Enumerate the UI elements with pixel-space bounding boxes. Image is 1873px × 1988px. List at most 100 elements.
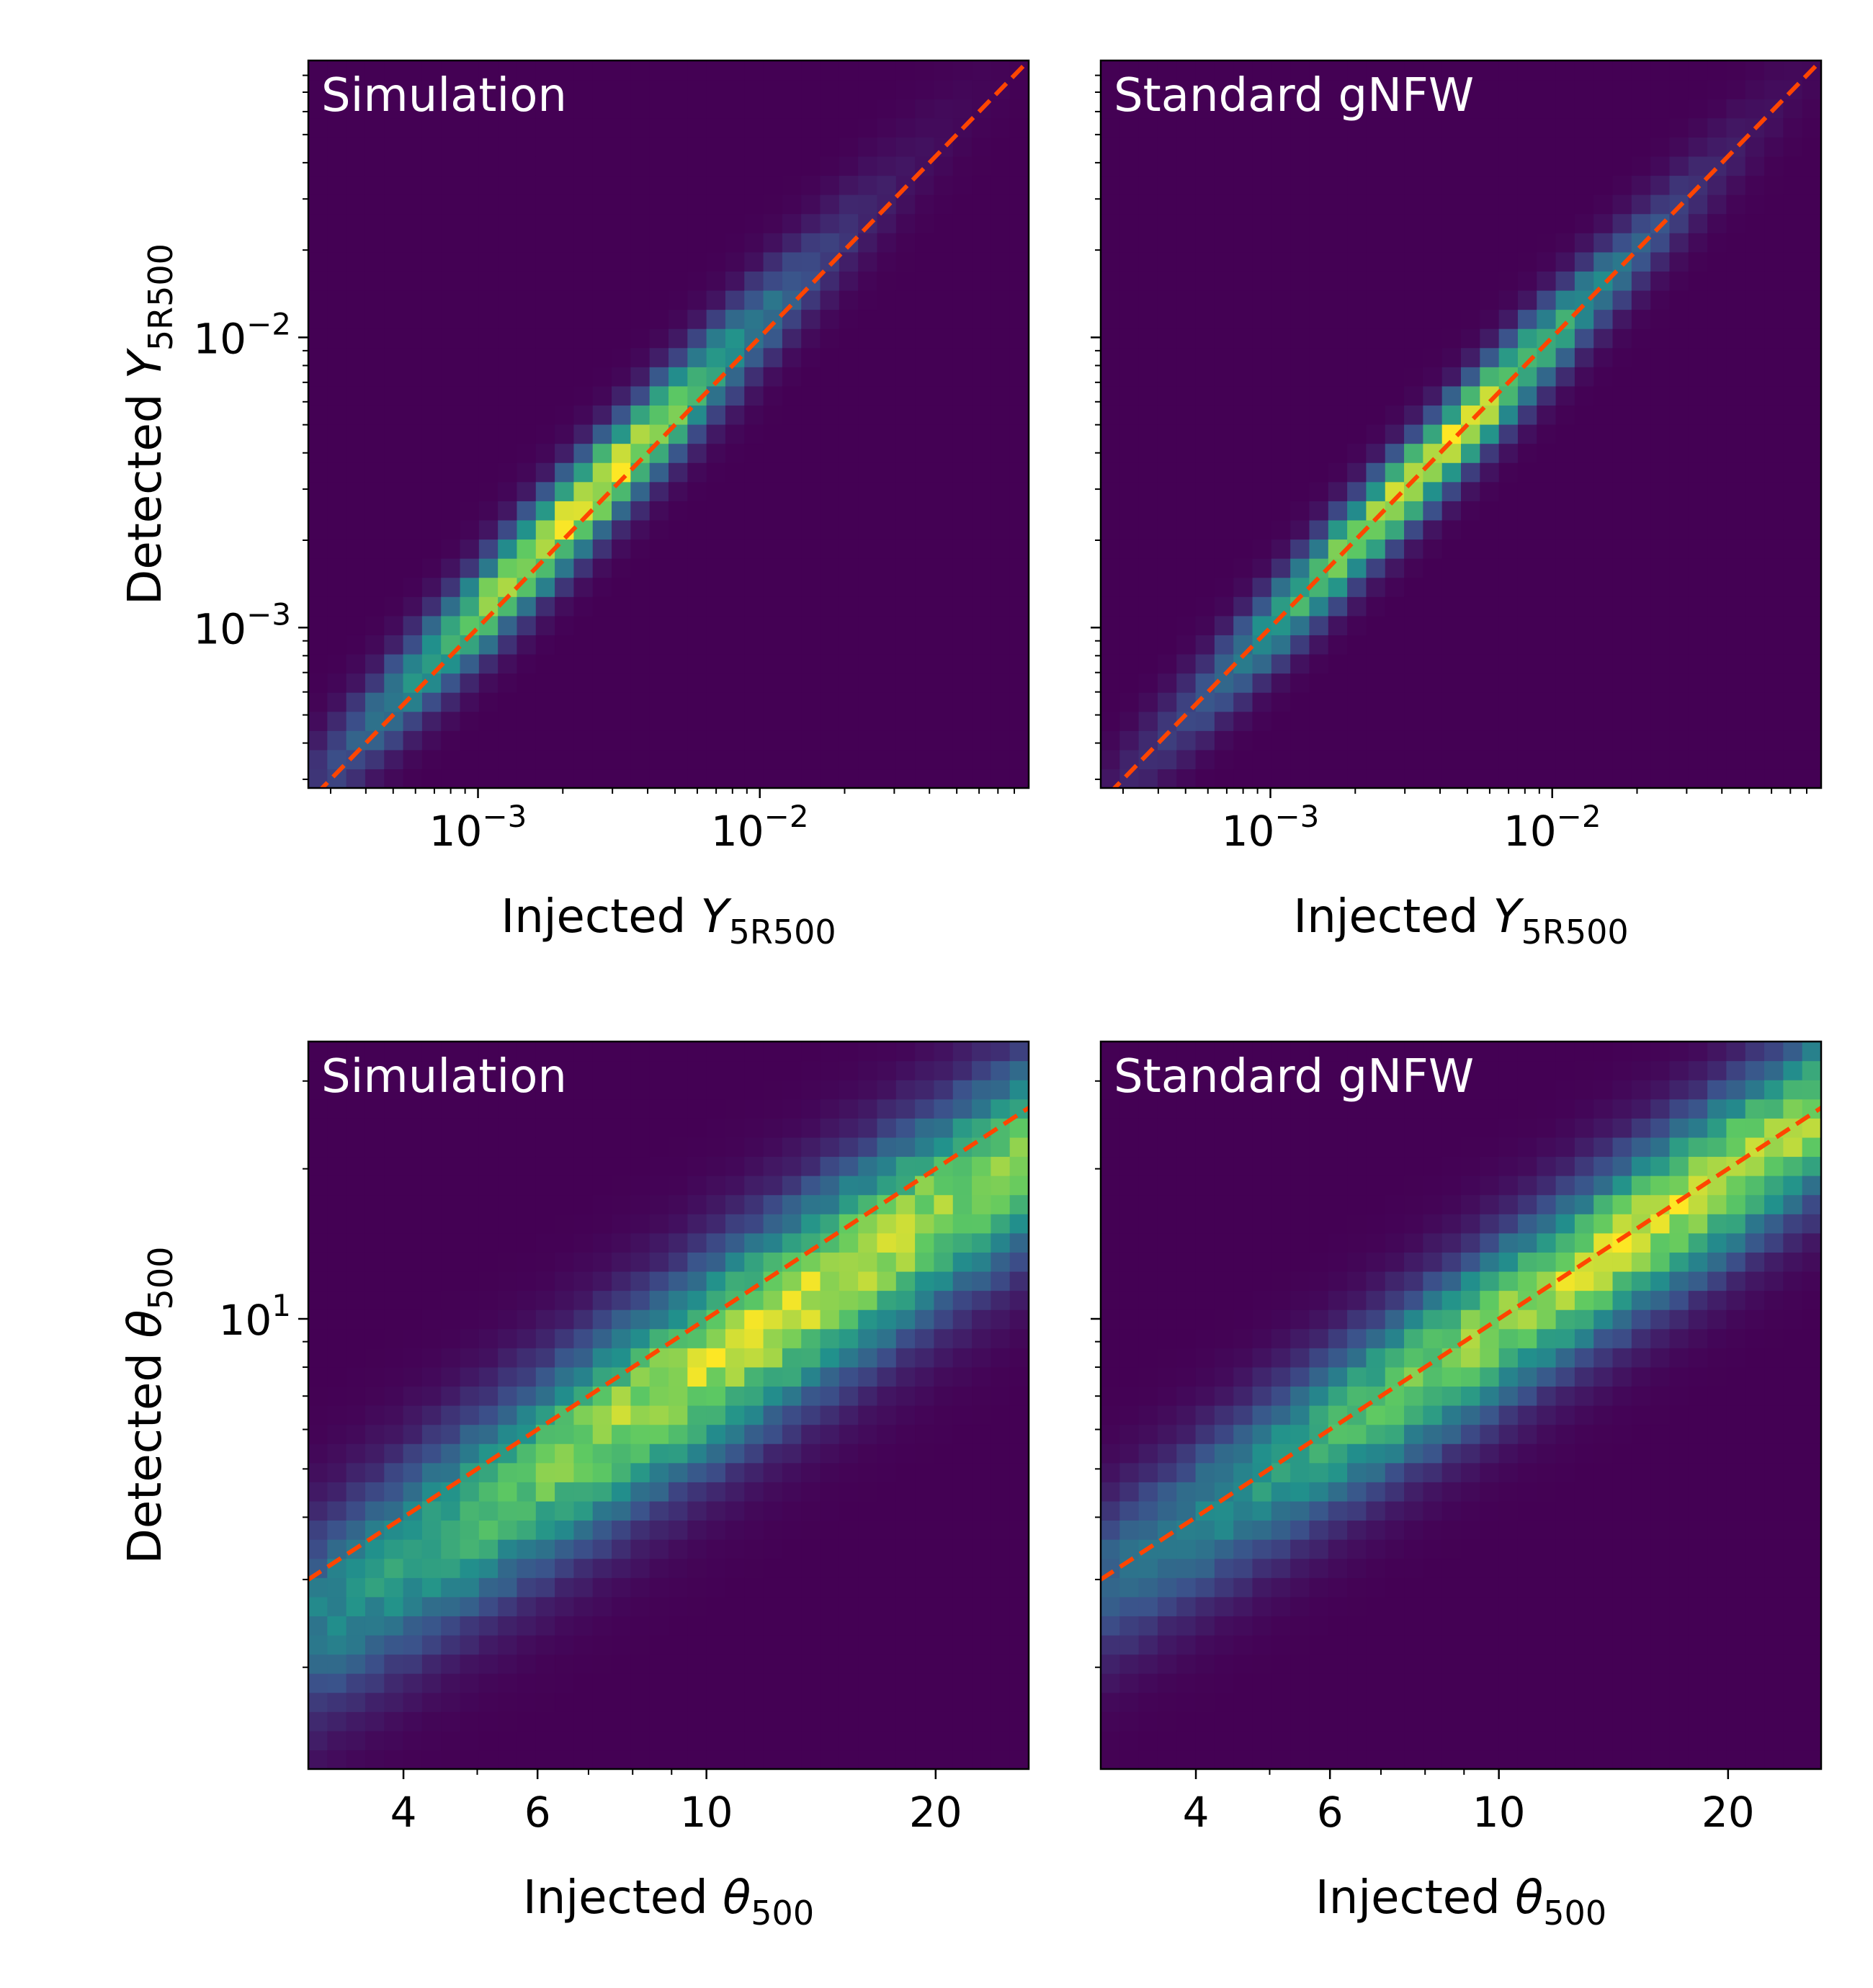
heatmap-cell [915, 749, 935, 770]
heatmap-cell [441, 117, 461, 138]
heatmap-cell [934, 1730, 954, 1751]
heatmap-cell [706, 1500, 726, 1521]
heatmap-cell [1612, 653, 1632, 674]
heatmap-cell [839, 1137, 859, 1158]
heatmap-cell [441, 673, 461, 693]
heatmap-cell [1688, 385, 1708, 406]
heatmap-cell [573, 1654, 594, 1674]
heatmap-cell [346, 1424, 366, 1444]
heatmap-cell [895, 1654, 916, 1674]
heatmap-cell [1138, 1080, 1158, 1100]
heatmap-cell [1328, 1500, 1348, 1521]
heatmap-cell [1328, 1386, 1348, 1406]
heatmap-cell [801, 1482, 821, 1502]
heatmap-cell [460, 79, 480, 99]
heatmap-cell [308, 1462, 328, 1482]
heatmap-cell [763, 1520, 783, 1540]
heatmap-cell [1309, 424, 1329, 444]
heatmap-cell [744, 1500, 764, 1521]
heatmap-cell [1517, 175, 1537, 195]
heatmap-cell [1688, 749, 1708, 770]
heatmap-cell [365, 156, 385, 176]
heatmap-cell [1214, 1596, 1234, 1616]
heatmap-cell [1707, 443, 1727, 463]
heatmap-cell [346, 137, 366, 157]
heatmap-cell [1101, 1577, 1120, 1598]
heatmap-cell [839, 519, 859, 540]
heatmap-cell [1009, 1443, 1029, 1464]
heatmap-cell [403, 1252, 423, 1272]
heatmap-cell [649, 1520, 669, 1540]
heatmap-cell [384, 367, 404, 387]
heatmap-cell [1612, 79, 1632, 99]
heatmap-cell [839, 596, 859, 617]
heatmap-cell [1195, 79, 1215, 99]
heatmap-cell [1195, 1386, 1215, 1406]
heatmap-cell [725, 99, 745, 119]
heatmap-cell [573, 194, 594, 215]
heatmap-cell [384, 1156, 404, 1176]
heatmap-cell [1252, 1730, 1272, 1751]
heatmap-cell [706, 1080, 726, 1100]
heatmap-cell [669, 615, 688, 635]
heatmap-cell [517, 424, 537, 444]
heatmap-cell [1555, 749, 1575, 770]
heatmap-cell [346, 730, 366, 751]
heatmap-cell [1009, 730, 1029, 751]
heatmap-cell [612, 175, 631, 195]
heatmap-cell [612, 1596, 631, 1616]
heatmap-cell [801, 233, 821, 253]
heatmap-cell [1745, 692, 1765, 712]
heatmap-cell [1650, 79, 1671, 99]
heatmap-cell [1631, 213, 1651, 233]
heatmap-cell [555, 405, 575, 425]
heatmap-cell [669, 1386, 688, 1406]
heatmap-cell [1347, 117, 1367, 138]
heatmap-cell [839, 61, 859, 81]
heatmap-cell [972, 213, 991, 233]
heatmap-cell [1233, 519, 1253, 540]
heatmap-cell [1214, 1252, 1234, 1272]
heatmap-cell [669, 309, 688, 329]
heatmap-cell [612, 1500, 631, 1521]
heatmap-cell [1498, 79, 1519, 99]
heatmap-cell [782, 1711, 802, 1732]
y-tick-label: 10−3 [193, 596, 291, 653]
heatmap-cell [365, 137, 385, 157]
heatmap-cell [1555, 673, 1575, 693]
heatmap-cell [327, 117, 347, 138]
heatmap-cell [687, 367, 707, 387]
heatmap-cell [1366, 233, 1386, 253]
heatmap-cell [1783, 519, 1803, 540]
heatmap-cell [346, 519, 366, 540]
heatmap-cell [839, 99, 859, 119]
heatmap-cell [1745, 385, 1765, 406]
heatmap-cell [555, 1328, 575, 1348]
heatmap-cell [308, 1366, 328, 1387]
heatmap-cell [706, 1596, 726, 1616]
heatmap-cell [1176, 1539, 1197, 1559]
heatmap-cell [441, 1730, 461, 1751]
heatmap-cell [669, 711, 688, 731]
heatmap-cell [535, 117, 555, 138]
heatmap-cell [573, 481, 594, 501]
heatmap-cell [706, 117, 726, 138]
heatmap-cell [384, 328, 404, 349]
heatmap-cell [1157, 347, 1177, 367]
heatmap-cell [327, 1386, 347, 1406]
heatmap-cell [592, 1309, 612, 1330]
heatmap-cell [1195, 730, 1215, 751]
heatmap-cell [421, 692, 442, 712]
heatmap-cell [1195, 1080, 1215, 1100]
heatmap-cell [308, 1750, 328, 1769]
heatmap-cell [535, 233, 555, 253]
heatmap-cell [346, 1750, 366, 1769]
heatmap-cell [877, 117, 897, 138]
heatmap-cell [1461, 233, 1480, 253]
heatmap-cell [1650, 635, 1671, 655]
heatmap-cell [1009, 367, 1029, 387]
heatmap-cell [952, 730, 973, 751]
heatmap-cell [1669, 443, 1689, 463]
heatmap-cell [1009, 635, 1029, 655]
